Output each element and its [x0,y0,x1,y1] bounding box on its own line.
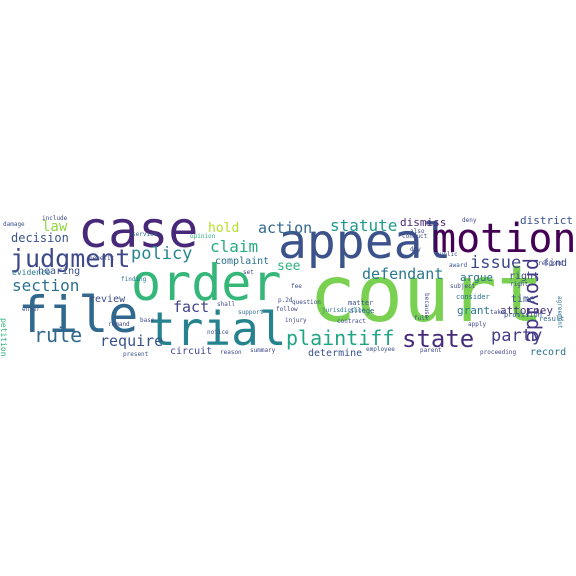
cloud-word: defendant [362,265,444,283]
cloud-word: evidence [12,268,51,277]
cloud-word: dismiss [400,216,447,229]
cloud-word: plaintiff [286,326,395,350]
cloud-word: rule [34,323,83,347]
cloud-word: set [243,269,254,276]
cloud-word: determine [308,348,363,359]
cloud-word: fee [291,283,302,290]
cloud-word: circuit [170,346,213,357]
cloud-word: file [18,286,139,344]
cloud-word: follow [276,306,298,313]
cloud-word: summary [250,347,276,354]
cloud-word: district [520,214,573,227]
cloud-word: appeal [278,214,452,270]
cloud-word: because [423,293,430,319]
cloud-word: jurisdiction [322,307,366,314]
cloud-word: include [42,215,68,222]
cloud-word: enter [22,306,41,313]
cloud-word: grant [457,304,491,317]
cloud-word: base [140,317,155,324]
cloud-word: complaint [215,256,270,267]
cloud-word: state [402,325,475,353]
cloud-word: award [449,262,468,269]
cloud-word: take [490,309,505,316]
cloud-word: action [258,219,313,237]
cloud-word: support [238,309,264,316]
cloud-word: p.2d [278,297,293,304]
cloud-word: review [89,294,126,305]
cloud-word: subject [450,283,476,290]
cloud-word: attorney [500,304,553,317]
cloud-word: time [511,294,536,305]
cloud-word: notice [207,329,229,336]
cloud-word: deny [462,217,477,224]
cloud-word: question [292,299,321,306]
cloud-word: record [530,347,567,358]
cloud-word: full [414,315,429,322]
cloud-word: conduct [402,233,428,240]
cloud-word: hold [208,221,240,236]
cloud-word: consider [456,293,490,301]
cloud-word: issue [470,253,522,273]
cloud-word: injury [285,317,307,324]
cloud-word: respond [538,260,564,267]
cloud-word: benefit [89,255,115,262]
cloud-word: claim [210,237,259,256]
cloud-word: present [123,351,149,358]
cloud-word: require [100,332,164,350]
cloud-word: service [132,231,158,238]
cloud-word: also [410,228,425,235]
cloud-word: court [309,250,544,340]
cloud-word: employee [366,346,395,353]
cloud-word: order [131,254,282,312]
cloud-word: decision [11,231,69,245]
cloud-word: apply [468,321,487,328]
cloud-word: contract [337,318,366,325]
cloud-word: case [78,201,199,259]
cloud-word: right [509,271,540,282]
cloud-word: proceeding [480,349,517,356]
cloud-word: finding [121,276,147,283]
cloud-word: shall [217,301,236,308]
cloud-word: matter [348,299,374,307]
cloud-word: reason [220,349,242,356]
cloud-word: find [543,258,568,269]
cloud-word: fact [173,298,210,316]
cloud-word: judgment [10,244,131,273]
cloud-word: hearing [38,266,81,277]
cloud-word: remand [108,321,130,328]
cloud-word: public [436,251,458,258]
cloud-word: party [491,326,543,346]
cloud-word: law [42,219,68,235]
cloud-word: parent [420,347,442,354]
cloud-word: see [277,259,301,274]
cloud-word: policy [131,244,193,264]
cloud-word: statute [330,216,398,235]
cloud-word: agreement [556,296,563,329]
cloud-word: trial [148,302,287,356]
cloud-word: motion [432,216,576,262]
cloud-word: allege [349,307,375,315]
cloud-word: opinion [190,233,216,240]
cloud-word: result [539,315,565,323]
cloud-word: provision [504,311,542,319]
cloud-word: petition [0,318,8,357]
cloud-word: damage [3,221,25,228]
cloud-word: right [510,281,529,288]
cloud-word: day [410,246,421,253]
cloud-word: section [12,276,80,295]
cloud-word: argue [460,271,494,284]
